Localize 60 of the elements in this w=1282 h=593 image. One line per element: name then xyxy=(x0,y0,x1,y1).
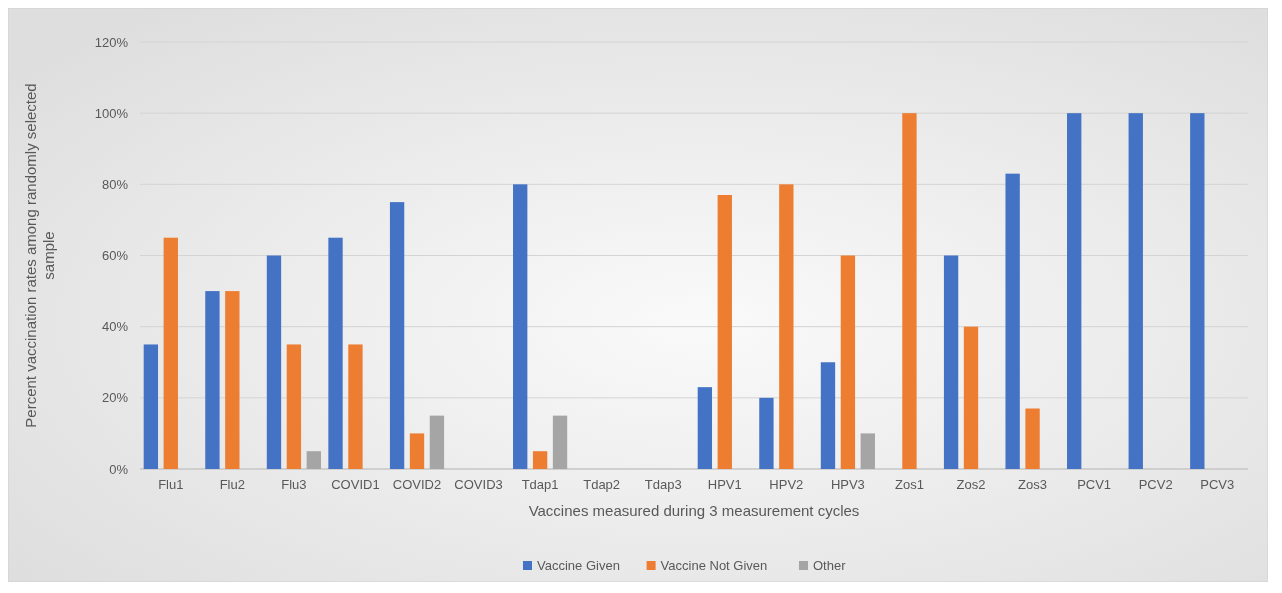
x-tick-label: HPV1 xyxy=(707,477,742,492)
y-tick-label: 80% xyxy=(101,176,129,192)
y-tick-label: 40% xyxy=(101,319,129,335)
legend-label: Vaccine Given xyxy=(537,558,620,573)
bar xyxy=(552,415,568,469)
bar xyxy=(389,202,405,469)
x-tick-label: HPV2 xyxy=(769,477,804,492)
bar xyxy=(697,387,713,469)
y-tick-label: 120% xyxy=(94,34,129,50)
bar xyxy=(963,326,979,469)
x-tick-label: Zos1 xyxy=(894,477,924,492)
bar xyxy=(429,415,445,469)
bar xyxy=(943,255,959,469)
bar xyxy=(860,433,875,469)
legend-label: Vaccine Not Given xyxy=(660,558,768,573)
x-tick-label: Zos2 xyxy=(956,477,986,492)
bar xyxy=(1067,113,1082,469)
x-tick-label: Flu3 xyxy=(281,477,307,492)
bar xyxy=(225,291,240,469)
bar xyxy=(717,195,732,469)
bar xyxy=(163,237,178,469)
bar xyxy=(1005,173,1020,469)
bar xyxy=(348,344,363,469)
legend-label: Other xyxy=(813,558,847,573)
y-tick-label: 20% xyxy=(101,390,129,406)
bar xyxy=(1025,408,1040,469)
bar xyxy=(1128,113,1143,469)
bar xyxy=(779,184,794,469)
x-tick-label: COVID1 xyxy=(331,477,380,492)
y-axis-title: Percent vaccination rates among randomly selected sample xyxy=(21,83,57,428)
bar xyxy=(143,344,159,469)
x-tick-label: Flu2 xyxy=(219,477,245,492)
y-tick-label: 100% xyxy=(94,105,129,121)
bar xyxy=(759,397,774,469)
x-tick-label: Tdap1 xyxy=(521,477,559,492)
x-tick-label: Tdap2 xyxy=(583,477,621,492)
bar xyxy=(266,255,282,469)
x-tick-label: COVID3 xyxy=(454,477,503,492)
x-axis-title: Vaccines measured during 3 measurement cycles xyxy=(528,502,860,519)
bar xyxy=(306,451,321,469)
bar xyxy=(902,113,917,469)
bar xyxy=(840,255,856,469)
bar xyxy=(513,184,528,469)
x-tick-label: Flu1 xyxy=(158,477,184,492)
x-tick-label: PCV2 xyxy=(1138,477,1173,492)
bar xyxy=(409,433,425,469)
x-tick-label: HPV3 xyxy=(830,477,865,492)
bar xyxy=(286,344,302,469)
bar xyxy=(532,451,548,469)
bar xyxy=(1190,113,1205,469)
x-tick-label: COVID2 xyxy=(392,477,442,492)
x-tick-label: Zos3 xyxy=(1018,477,1048,492)
x-tick-label: PCV1 xyxy=(1077,477,1112,492)
y-tick-label: 0% xyxy=(109,461,129,477)
bar xyxy=(820,362,836,469)
y-tick-label: 60% xyxy=(101,248,129,264)
bar xyxy=(205,291,220,469)
bar xyxy=(328,237,343,469)
x-tick-label: Tdap3 xyxy=(644,477,682,492)
x-tick-label: PCV3 xyxy=(1200,477,1235,492)
